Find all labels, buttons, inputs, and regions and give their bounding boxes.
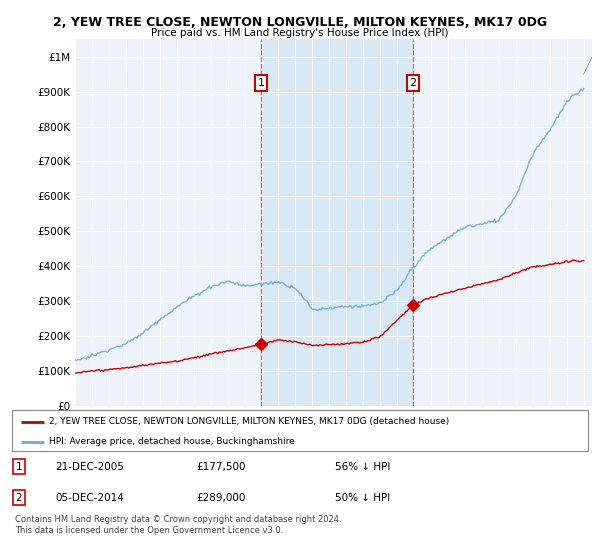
Text: Contains HM Land Registry data © Crown copyright and database right 2024.
This d: Contains HM Land Registry data © Crown c… <box>15 515 341 535</box>
Bar <box>261 39 413 406</box>
Text: 1: 1 <box>257 78 265 88</box>
Text: Price paid vs. HM Land Registry's House Price Index (HPI): Price paid vs. HM Land Registry's House … <box>151 28 449 38</box>
Text: 05-DEC-2014: 05-DEC-2014 <box>55 493 124 503</box>
Text: 50% ↓ HPI: 50% ↓ HPI <box>335 493 390 503</box>
Text: £289,000: £289,000 <box>196 493 245 503</box>
Text: £177,500: £177,500 <box>196 461 246 472</box>
Text: HPI: Average price, detached house, Buckinghamshire: HPI: Average price, detached house, Buck… <box>49 437 295 446</box>
Text: 21-DEC-2005: 21-DEC-2005 <box>55 461 124 472</box>
Text: 56% ↓ HPI: 56% ↓ HPI <box>335 461 390 472</box>
Text: 2, YEW TREE CLOSE, NEWTON LONGVILLE, MILTON KEYNES, MK17 0DG: 2, YEW TREE CLOSE, NEWTON LONGVILLE, MIL… <box>53 16 547 29</box>
Text: 2: 2 <box>409 78 416 88</box>
Text: 2, YEW TREE CLOSE, NEWTON LONGVILLE, MILTON KEYNES, MK17 0DG (detached house): 2, YEW TREE CLOSE, NEWTON LONGVILLE, MIL… <box>49 417 449 426</box>
Text: 2: 2 <box>16 493 22 503</box>
Text: 1: 1 <box>16 461 22 472</box>
